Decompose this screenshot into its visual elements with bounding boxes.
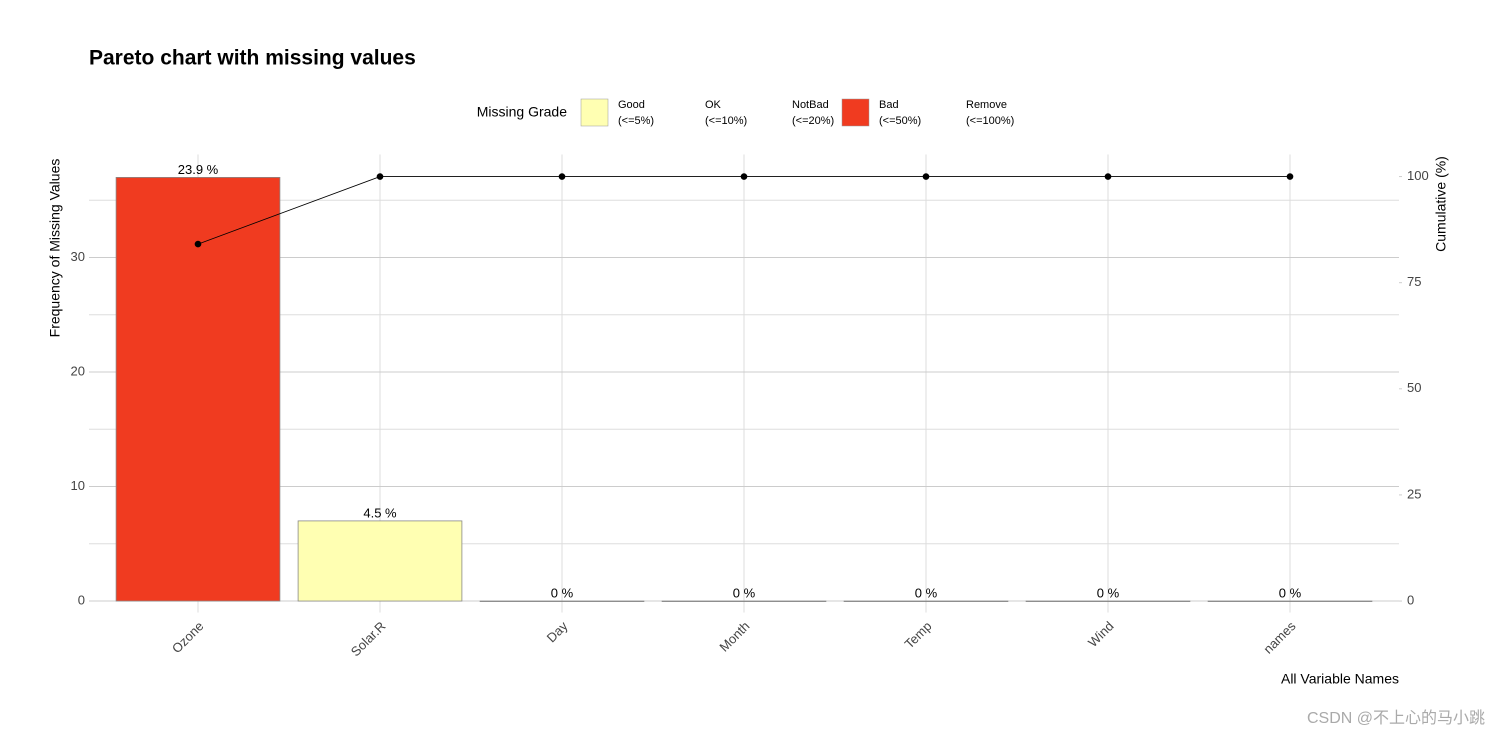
data-label: 0 % — [551, 585, 574, 600]
x-tick-label: Wind — [1085, 618, 1117, 650]
x-tick-label: Month — [716, 618, 752, 654]
x-tick-label: Solar.R — [348, 618, 389, 659]
legend-label: Remove — [966, 99, 1007, 111]
legend-swatch — [580, 98, 609, 127]
bar — [479, 600, 645, 602]
data-label: 0 % — [1097, 585, 1120, 600]
data-label: 0 % — [915, 585, 938, 600]
data-label: 0 % — [733, 585, 756, 600]
x-tick-label: Ozone — [169, 618, 207, 656]
y2-tick-label: 25 — [1407, 486, 1421, 501]
bar — [661, 600, 827, 602]
chart-title: Pareto chart with missing values — [89, 47, 416, 70]
y-tick-label: 0 — [78, 592, 85, 607]
x-tick-label: Temp — [901, 618, 934, 651]
cumulative-point — [922, 173, 930, 180]
y-tick-label: 20 — [71, 363, 85, 378]
legend-label: NotBad — [792, 99, 829, 111]
data-label: 0 % — [1279, 585, 1302, 600]
watermark: CSDN @不上心的马小跳 — [1307, 709, 1485, 727]
y2-axis-title: Cumulative (%) — [1433, 156, 1449, 252]
y-axis-title: Frequency of Missing Values — [47, 159, 63, 338]
legend-range: (<=50%) — [879, 115, 921, 127]
cumulative-point — [1286, 173, 1294, 180]
x-axis-title: All Variable Names — [1281, 671, 1399, 687]
legend-label: OK — [705, 99, 722, 111]
cumulative-point — [558, 173, 566, 180]
legend-label: Bad — [879, 99, 899, 111]
data-label: 23.9 % — [178, 162, 219, 177]
cumulative-point — [376, 173, 384, 180]
bar — [1207, 600, 1373, 602]
cumulative-point — [740, 173, 748, 180]
legend-range: (<=20%) — [792, 115, 834, 127]
y-tick-label: 10 — [71, 478, 85, 493]
legend-range: (<=100%) — [966, 115, 1014, 127]
x-tick-label: Day — [544, 618, 571, 645]
bar — [1025, 600, 1191, 602]
y2-tick-label: 100 — [1407, 168, 1429, 183]
y2-tick-label: 0 — [1407, 592, 1414, 607]
legend-title: Missing Grade — [477, 104, 567, 120]
legend-swatch — [841, 98, 870, 127]
cumulative-point — [194, 240, 202, 248]
bar — [297, 520, 463, 602]
data-label: 4.5 % — [363, 505, 397, 520]
bar — [115, 176, 281, 602]
y-tick-label: 30 — [71, 249, 85, 264]
legend-range: (<=10%) — [705, 115, 747, 127]
y2-tick-label: 50 — [1407, 380, 1421, 395]
bar — [843, 600, 1009, 602]
y2-tick-label: 75 — [1407, 274, 1421, 289]
legend-range: (<=5%) — [618, 115, 654, 127]
legend-label: Good — [618, 99, 645, 111]
x-tick-label: names — [1260, 618, 1299, 657]
cumulative-point — [1104, 173, 1112, 180]
